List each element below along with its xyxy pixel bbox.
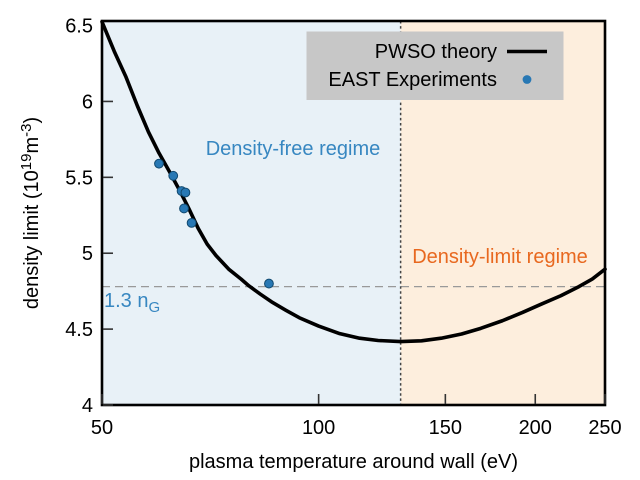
- east-experiment-point: [264, 278, 274, 289]
- y-axis-title: density limit (1019m-3): [18, 117, 43, 309]
- x-tick-label: 200: [519, 417, 552, 439]
- legend-label-pwso: PWSO theory: [375, 41, 497, 63]
- east-experiment-point: [186, 217, 197, 228]
- east-experiment-point: [180, 187, 191, 198]
- x-tick-label: 150: [429, 417, 462, 439]
- density-limit-label: Density-limit regime: [412, 246, 588, 268]
- y-tick-label: 5.5: [65, 167, 93, 189]
- y-tick-label: 6.5: [65, 16, 93, 38]
- legend-dot-sample: [522, 75, 532, 84]
- east-experiment-point: [168, 170, 179, 181]
- x-tick-label: 250: [588, 417, 621, 439]
- y-tick-label: 6: [82, 91, 93, 113]
- east-experiment-point: [154, 158, 164, 169]
- y-tick-label: 5: [82, 243, 93, 265]
- x-tick-label: 50: [91, 417, 113, 439]
- plot-border: [100, 19, 607, 407]
- x-tick-label: 100: [302, 417, 335, 439]
- pwso-theory-curve: [100, 19, 607, 344]
- y-tick-label: 4.5: [65, 319, 93, 341]
- legend-box: [306, 31, 564, 100]
- legend-label-east: EAST Experiments: [328, 69, 497, 91]
- density-free-label: Density-free regime: [206, 138, 381, 160]
- y-tick-label: 4: [82, 395, 93, 417]
- x-axis-title: plasma temperature around wall (eV): [189, 451, 518, 473]
- east-experiment-point: [179, 203, 189, 214]
